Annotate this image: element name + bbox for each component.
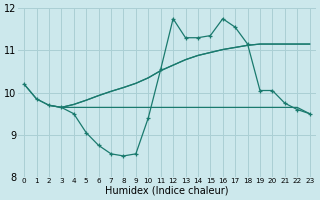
X-axis label: Humidex (Indice chaleur): Humidex (Indice chaleur) (105, 186, 228, 196)
